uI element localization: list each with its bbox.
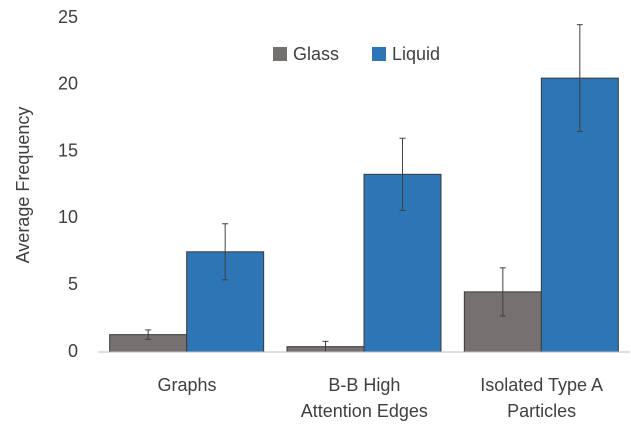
y-tick-label: 10 (58, 207, 78, 227)
error-bar (399, 137, 406, 211)
error-bar (576, 24, 583, 133)
x-tick-label: Isolated Type A Particles (480, 375, 604, 421)
y-tick-label: 0 (68, 341, 78, 361)
legend-swatch (372, 47, 386, 61)
y-tick-label: 20 (58, 74, 78, 94)
error-bar (222, 223, 229, 281)
y-tick-label: 25 (58, 7, 78, 27)
legend-swatch (273, 47, 287, 61)
y-tick-label: 15 (58, 140, 78, 160)
y-axis-label: Average Frequency (13, 107, 33, 264)
error-bar (145, 329, 152, 340)
error-bar (499, 267, 506, 317)
x-tick-label: B-B High Attention Edges (300, 375, 428, 421)
legend-label: Glass (293, 44, 339, 64)
x-tick-label: Graphs (157, 375, 217, 395)
legend-label: Liquid (392, 44, 440, 64)
y-tick-label: 5 (68, 274, 78, 294)
